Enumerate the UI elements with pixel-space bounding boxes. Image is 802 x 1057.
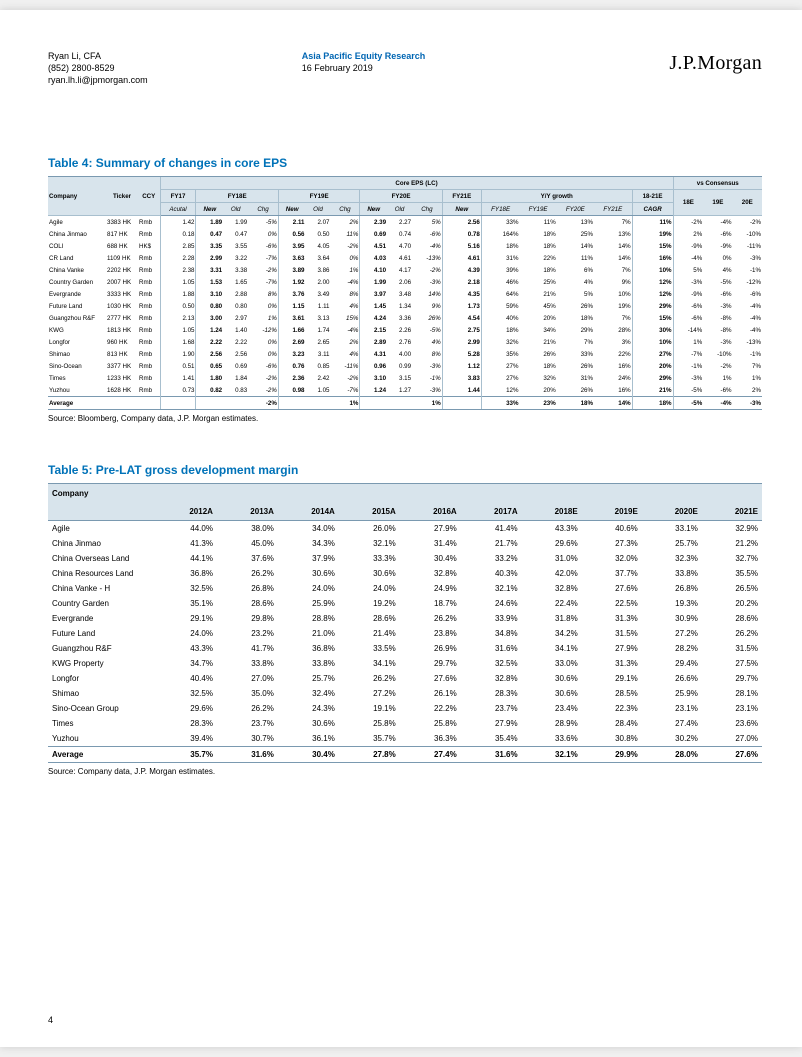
table-row: Future Land24.0%23.2%21.0%21.4%23.8%34.8… bbox=[48, 626, 762, 641]
table5-average-row: Average35.7%31.6%30.4%27.8%27.4%31.6%32.… bbox=[48, 747, 762, 763]
dept-block: Asia Pacific Equity Research 16 February… bbox=[302, 50, 426, 74]
table-row: Shimao32.5%35.0%32.4%27.2%26.1%28.3%30.6… bbox=[48, 686, 762, 701]
table5-source: Source: Company data, J.P. Morgan estima… bbox=[48, 767, 762, 776]
table-row: China Resources Land36.8%26.2%30.6%30.6%… bbox=[48, 566, 762, 581]
table5-section: Table 5: Pre-LAT gross development margi… bbox=[48, 463, 762, 776]
table-row: KWG Property34.7%33.8%33.8%34.1%29.7%32.… bbox=[48, 656, 762, 671]
table-row: KWG1813 HKRmb1.051.241.40-12%1.661.74-4%… bbox=[48, 324, 762, 336]
table-row: COLI688 HKHK$2.853.353.55-6%3.954.05-2%4… bbox=[48, 240, 762, 252]
table-row: Future Land1030 HKRmb0.500.800.800%1.151… bbox=[48, 300, 762, 312]
author-phone: (852) 2800-8529 bbox=[48, 62, 148, 74]
table-row: Evergrande29.1%29.8%28.8%28.6%26.2%33.9%… bbox=[48, 611, 762, 626]
table4-average-row: Average-2%1%1%33%23%18%14%18%-5%-4%-3% bbox=[48, 397, 762, 410]
table-row: Guangzhou R&F43.3%41.7%36.8%33.5%26.9%31… bbox=[48, 641, 762, 656]
table-row: Country Garden35.1%28.6%25.9%19.2%18.7%2… bbox=[48, 596, 762, 611]
table-row: Longfor960 HKRmb1.682.222.220%2.692.652%… bbox=[48, 336, 762, 348]
author-block: Ryan Li, CFA (852) 2800-8529 ryan.lh.li@… bbox=[48, 50, 148, 86]
table-row: Sino-Ocean Group29.6%26.2%24.3%19.1%22.2… bbox=[48, 701, 762, 716]
table-row: Guangzhou R&F2777 HKRmb2.133.002.971%3.6… bbox=[48, 312, 762, 324]
table-row: China Jinmao817 HKRmb0.180.470.470%0.560… bbox=[48, 228, 762, 240]
table-row: Country Garden2007 HKRmb1.051.531.65-7%1… bbox=[48, 276, 762, 288]
table-row: Shimao813 HKRmb1.902.562.560%3.233.114%4… bbox=[48, 348, 762, 360]
vs-consensus-header: vs Consensus bbox=[673, 177, 762, 190]
table-row: Yuzhou39.4%30.7%36.1%35.7%36.3%35.4%33.6… bbox=[48, 731, 762, 747]
core-eps-header: Core EPS (LC) bbox=[160, 177, 673, 190]
table-row: China Vanke - H32.5%26.8%24.0%24.0%24.9%… bbox=[48, 581, 762, 596]
table-row: Times28.3%23.7%30.6%25.8%25.8%27.9%28.9%… bbox=[48, 716, 762, 731]
table-row: Agile3383 HKRmb1.421.891.99-5%2.112.072%… bbox=[48, 216, 762, 229]
table-row: China Jinmao41.3%45.0%34.3%32.1%31.4%21.… bbox=[48, 536, 762, 551]
report-date: 16 February 2019 bbox=[302, 62, 426, 74]
table4-caption: Table 4: Summary of changes in core EPS bbox=[48, 156, 762, 170]
page-header: Ryan Li, CFA (852) 2800-8529 ryan.lh.li@… bbox=[48, 50, 762, 86]
table-row: CR Land1109 HKRmb2.282.993.22-7%3.633.64… bbox=[48, 252, 762, 264]
table-row: Sino-Ocean3377 HKRmb0.510.650.69-6%0.760… bbox=[48, 360, 762, 372]
table-row: Yuzhou1628 HKRmb0.730.820.83-2%0.981.05-… bbox=[48, 384, 762, 397]
table-row: Evergrande3333 HKRmb1.883.102.888%3.763.… bbox=[48, 288, 762, 300]
table-row: Times1233 HKRmb1.411.801.84-2%2.362.42-2… bbox=[48, 372, 762, 384]
table4-source: Source: Bloomberg, Company data, J.P. Mo… bbox=[48, 414, 762, 423]
table-row: Longfor40.4%27.0%25.7%26.2%27.6%32.8%30.… bbox=[48, 671, 762, 686]
table-row: China Overseas Land44.1%37.6%37.9%33.3%3… bbox=[48, 551, 762, 566]
dept-title: Asia Pacific Equity Research bbox=[302, 50, 426, 62]
table5: Company 2012A2013A2014A2015A2016A2017A20… bbox=[48, 483, 762, 763]
author-name: Ryan Li, CFA bbox=[48, 50, 148, 62]
table-row: Agile44.0%38.0%34.0%26.0%27.9%41.4%43.3%… bbox=[48, 521, 762, 537]
author-email: ryan.lh.li@jpmorgan.com bbox=[48, 74, 148, 86]
table-row: China Vanke2202 HKRmb2.383.313.38-2%3.89… bbox=[48, 264, 762, 276]
jpmorgan-logo: J.P.Morgan bbox=[669, 50, 762, 75]
page: Ryan Li, CFA (852) 2800-8529 ryan.lh.li@… bbox=[0, 10, 802, 1047]
table4-section: Table 4: Summary of changes in core EPS … bbox=[48, 156, 762, 423]
page-number: 4 bbox=[48, 1015, 53, 1025]
table4: Company Ticker CCY Core EPS (LC) vs Cons… bbox=[48, 176, 762, 410]
table5-caption: Table 5: Pre-LAT gross development margi… bbox=[48, 463, 762, 477]
